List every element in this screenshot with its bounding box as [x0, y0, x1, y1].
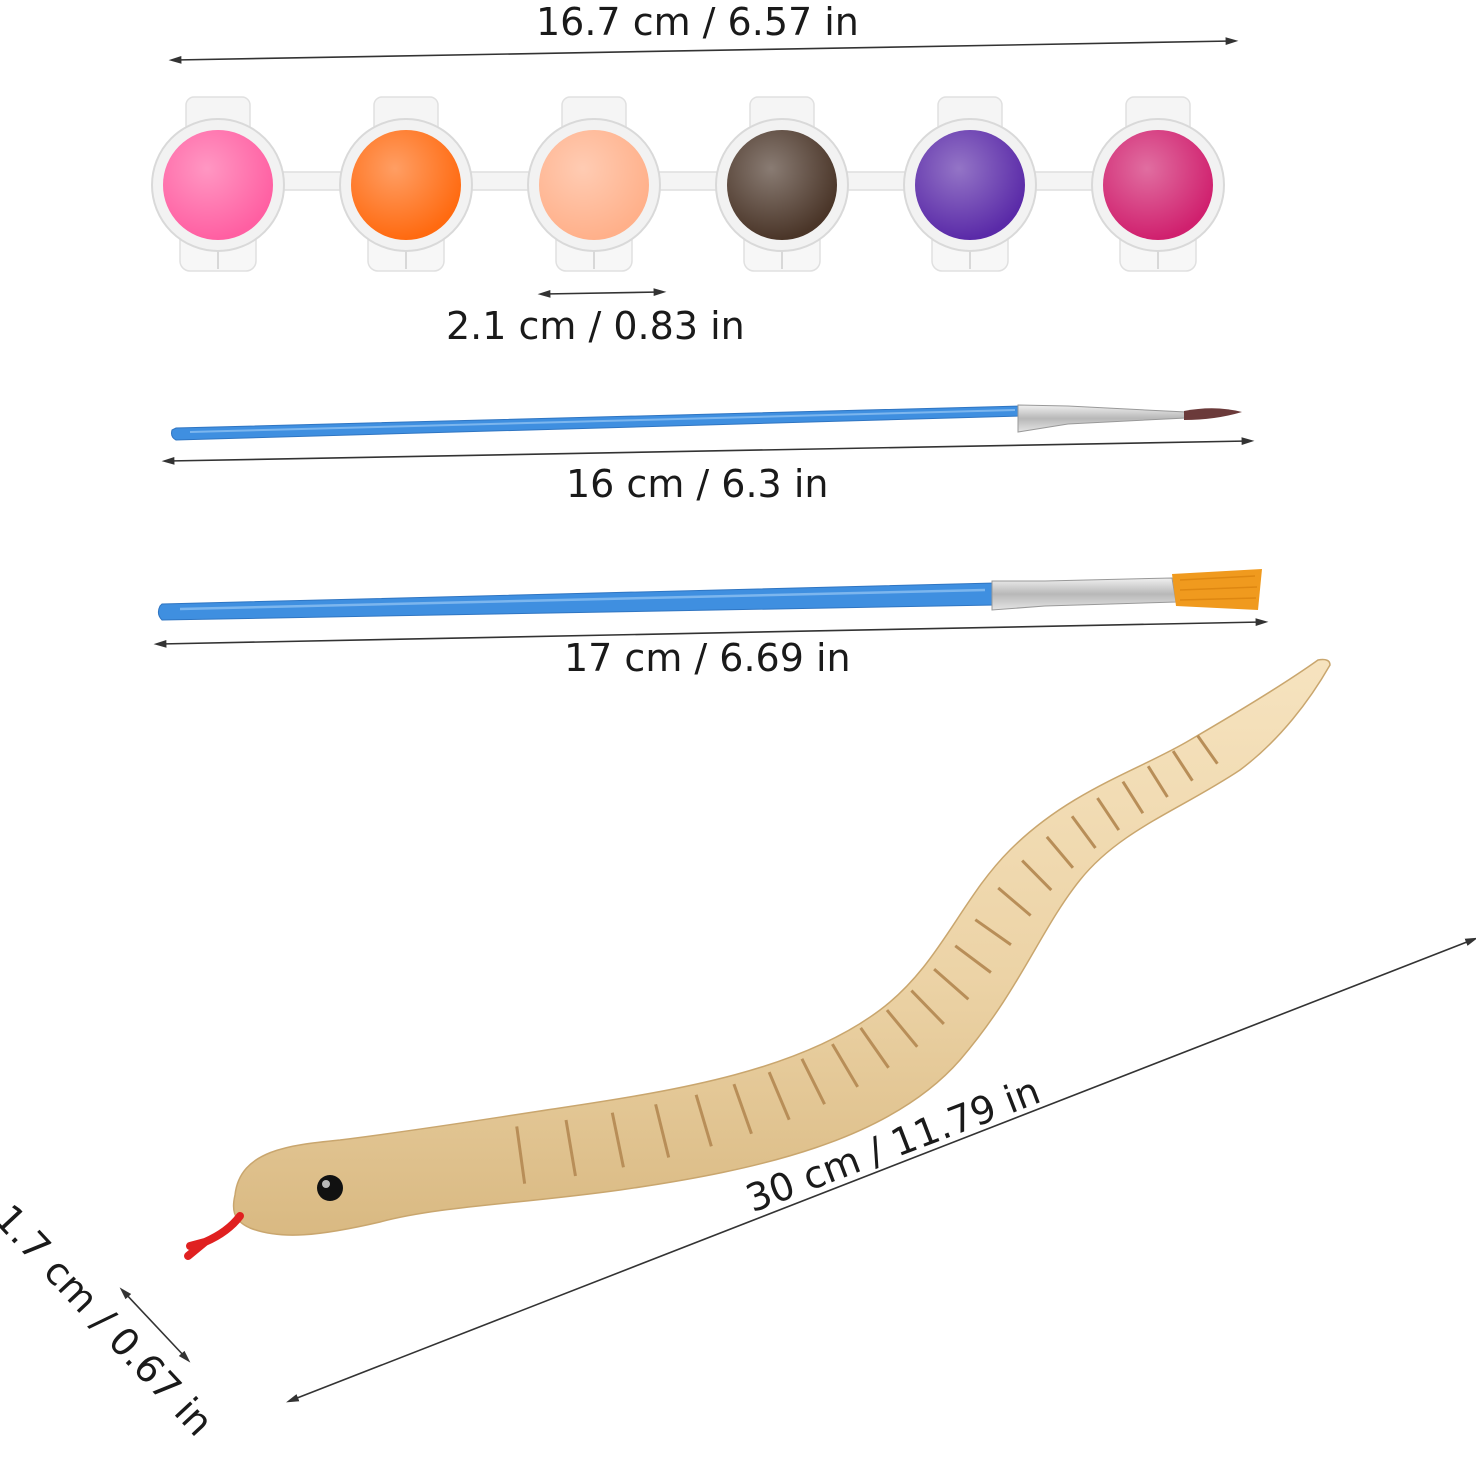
flat-brush-dimension-line: [153, 618, 1269, 648]
flat-brush-ferrule: [991, 577, 1177, 611]
paint-pot-6: [1091, 96, 1225, 272]
wooden-snake: [184, 658, 1331, 1260]
fine-brush-length-label: 16 cm / 6.3 in: [566, 462, 829, 506]
fine-brush-handle: [171, 405, 1023, 441]
flat-brush-handle-highlight: [179, 588, 986, 611]
fine-paintbrush: [171, 404, 1242, 441]
paint-pot-dimension-line: [537, 288, 667, 298]
snake-eye: [317, 1175, 343, 1201]
snake-segment-groove: [1121, 780, 1145, 815]
fine-brush-handle-highlight: [189, 409, 1016, 433]
snake-segment-groove: [997, 886, 1032, 917]
fine-brush-bristles: [1184, 408, 1242, 420]
snake-length-dimension-line: [286, 937, 1476, 1403]
flat-brush-length-label: 17 cm / 6.69 in: [564, 636, 851, 680]
paint-pot-1: [151, 96, 285, 272]
snake-segment-groove: [1171, 750, 1194, 782]
snake-segment-groove: [1070, 815, 1097, 849]
paint-pot-diameter-label: 2.1 cm / 0.83 in: [446, 304, 745, 348]
snake-body: [232, 658, 1331, 1236]
snake-segment-groove: [1146, 765, 1169, 798]
snake-segment-groove: [1021, 859, 1053, 892]
paint-strip-dimension-line: [168, 37, 1239, 64]
paint-pot-strip: [151, 96, 1225, 272]
fine-brush-dimension-line: [161, 437, 1255, 465]
snake-segment-groove: [1196, 734, 1219, 765]
flat-paintbrush: [157, 569, 1262, 621]
flat-brush-handle: [157, 582, 996, 621]
paint-pot-4: [715, 96, 849, 272]
paint-pot-3: [527, 96, 661, 272]
paint-pot-5: [903, 96, 1037, 272]
fine-brush-ferrule: [1017, 404, 1187, 433]
paint-pot-2: [339, 96, 473, 272]
snake-tongue: [184, 1212, 244, 1260]
snake-segment-groove: [1096, 797, 1121, 831]
snake-segment-groove: [1045, 835, 1075, 869]
snake-width-dimension-line: [119, 1287, 191, 1363]
paint-strip-length-label: 16.7 cm / 6.57 in: [536, 0, 859, 44]
